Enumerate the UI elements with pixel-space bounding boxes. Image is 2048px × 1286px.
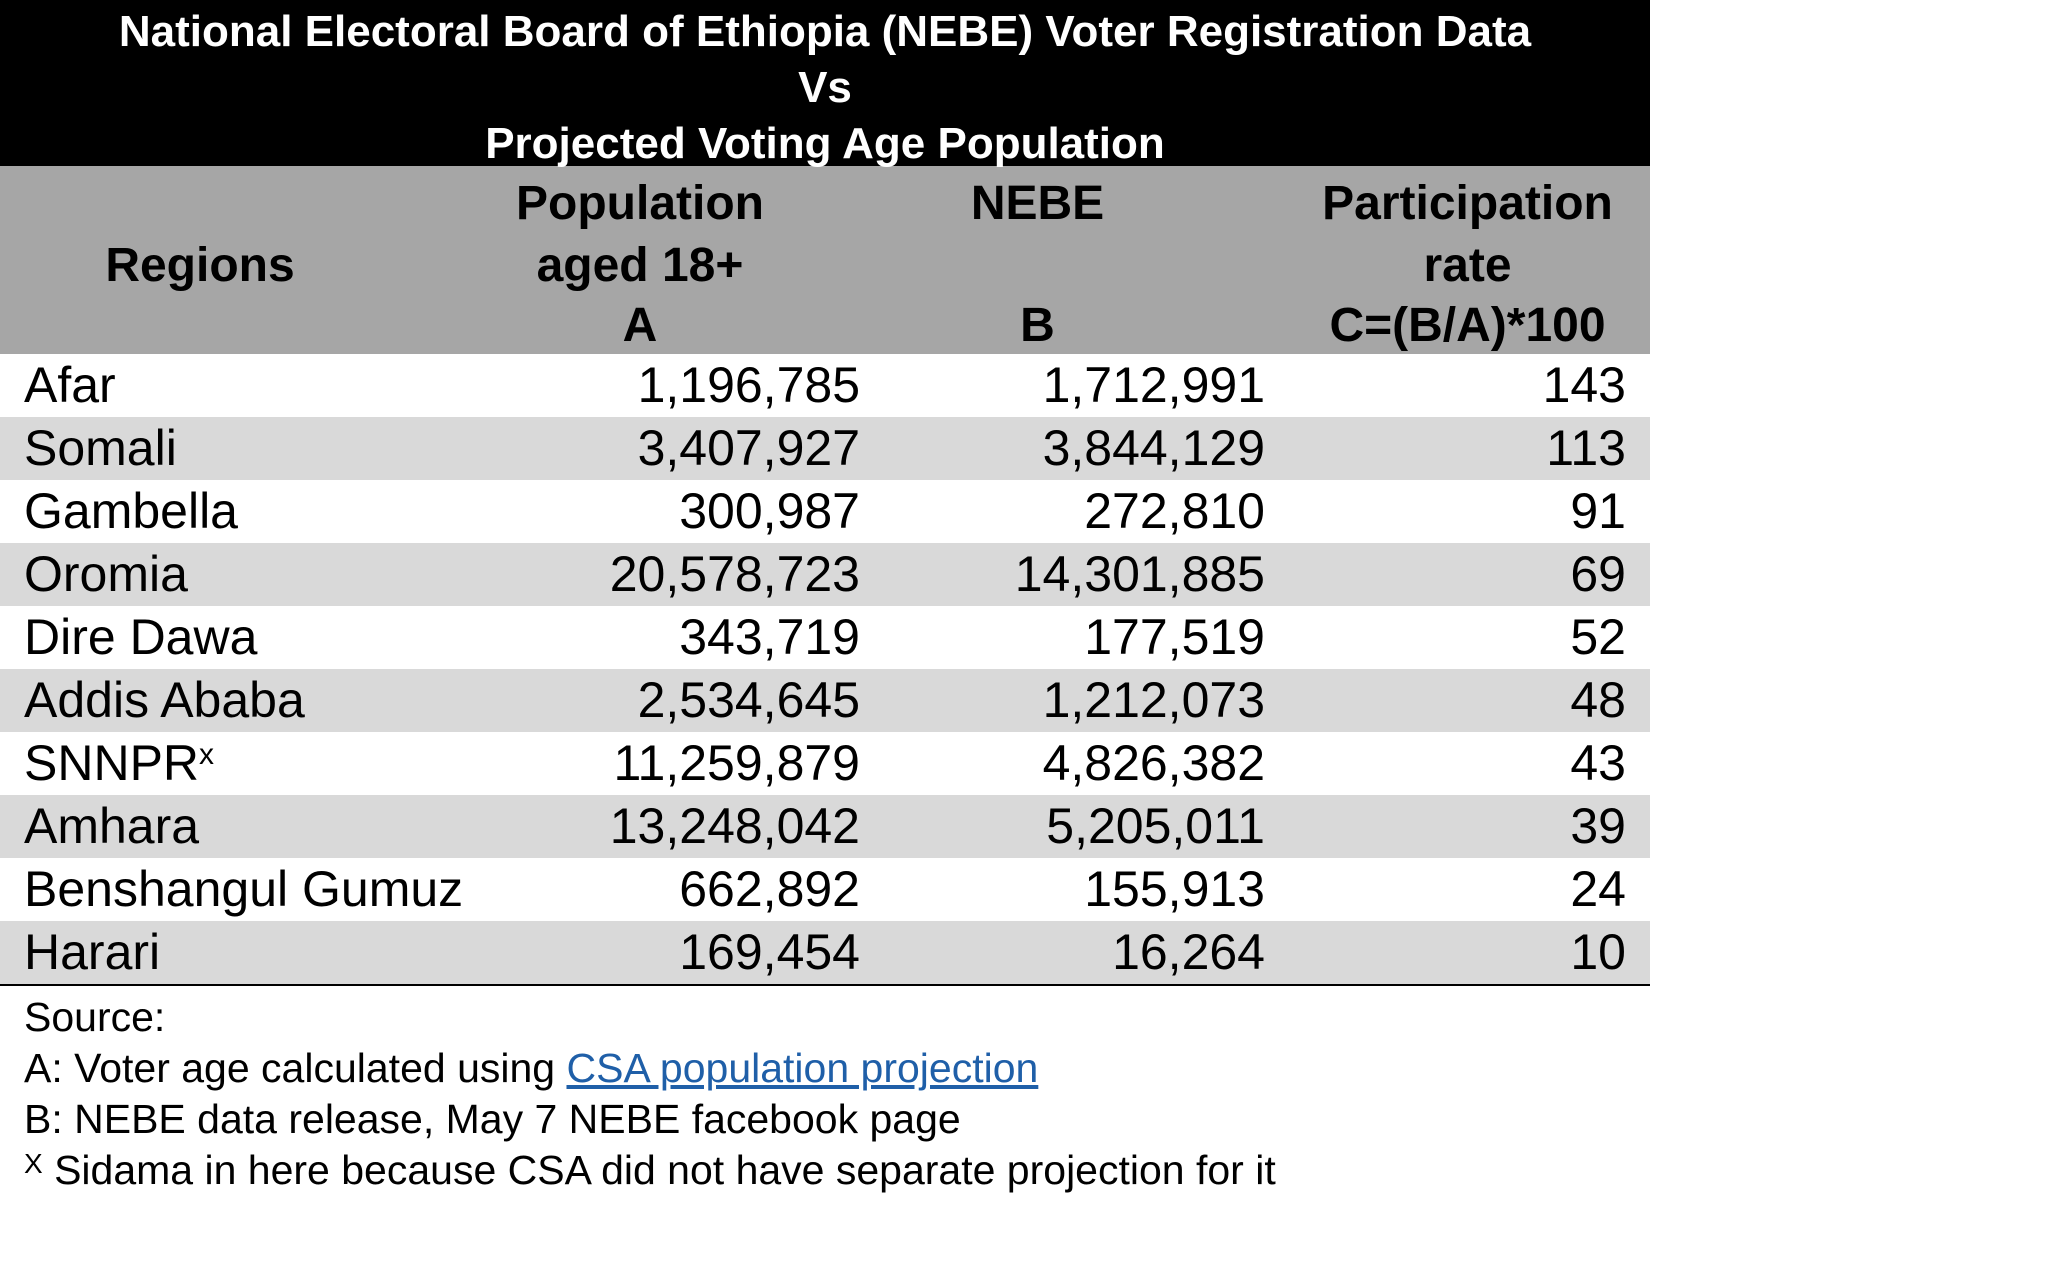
header-population-line1: Population [516,177,764,230]
source-a: A: Voter age calculated using CSA popula… [24,1043,1276,1094]
region-cell: Oromia [0,543,520,606]
region-cell: Afar [0,354,520,417]
footnote-text: Sidama in here because CSA did not have … [42,1147,1276,1193]
region-cell: SNNPRx [0,732,520,795]
header-participation-line1: Participation [1322,177,1613,230]
registration-table: Regions Population aged 18+ A NEBE B [0,166,1650,986]
region-cell: Somali [0,417,520,480]
footnote: X Sidama in here because CSA did not hav… [24,1145,1276,1196]
table-row: Amhara 13,248,042 5,205,011 39 [0,795,1650,858]
region-cell: Harari [0,921,520,986]
header-nebe: NEBE B [860,166,1265,354]
source-label: Source: [24,994,166,1040]
region-cell: Dire Dawa [0,606,520,669]
table-row: Somali 3,407,927 3,844,129 113 [0,417,1650,480]
title-line-3: Projected Voting Age Population [485,119,1165,168]
population-cell: 169,454 [520,921,860,986]
rate-cell: 91 [1265,480,1650,543]
population-cell: 20,578,723 [520,543,860,606]
population-cell: 11,259,879 [520,732,860,795]
header-nebe-line3: B [1020,299,1055,352]
nebe-cell: 4,826,382 [860,732,1265,795]
header-regions-label: Regions [105,239,295,292]
nebe-cell: 272,810 [860,480,1265,543]
footnote-x-marker: X [24,1148,43,1180]
table-row: Addis Ababa 2,534,645 1,212,073 48 [0,669,1650,732]
rate-cell: 143 [1265,354,1650,417]
nebe-cell: 5,205,011 [860,795,1265,858]
rate-cell: 113 [1265,417,1650,480]
rate-cell: 43 [1265,732,1650,795]
header-population: Population aged 18+ A [516,166,860,354]
table-row: Benshangul Gumuz 662,892 155,913 24 [0,858,1650,921]
table-row: Oromia 20,578,723 14,301,885 69 [0,543,1650,606]
population-cell: 1,196,785 [520,354,860,417]
population-cell: 300,987 [520,480,860,543]
csa-projection-link[interactable]: CSA population projection [566,1045,1039,1091]
header-population-line2: aged 18+ [536,239,744,292]
nebe-cell: 14,301,885 [860,543,1265,606]
source-b: B: NEBE data release, May 7 NEBE faceboo… [24,1096,961,1142]
source-notes: Source: A: Voter age calculated using CS… [24,992,1276,1196]
title-line-2: Vs [798,63,852,112]
region-cell: Addis Ababa [0,669,520,732]
table-row: Gambella 300,987 272,810 91 [0,480,1650,543]
rate-cell: 10 [1265,921,1650,986]
region-cell: Amhara [0,795,520,858]
header-nebe-line1: NEBE [970,177,1105,230]
population-cell: 2,534,645 [520,669,860,732]
table-row: SNNPRx 11,259,879 4,826,382 43 [0,732,1650,795]
rate-cell: 48 [1265,669,1650,732]
table-header-row: Regions Population aged 18+ A NEBE B [0,166,1650,354]
footnote-marker: x [199,738,215,772]
nebe-cell: 1,712,991 [860,354,1265,417]
nebe-cell: 1,212,073 [860,669,1265,732]
population-cell: 662,892 [520,858,860,921]
title-line-1: National Electoral Board of Ethiopia (NE… [118,7,1532,56]
rate-cell: 52 [1265,606,1650,669]
nebe-cell: 3,844,129 [860,417,1265,480]
source-a-text: A: Voter age calculated using [24,1045,567,1091]
region-cell: Benshangul Gumuz [0,858,520,921]
population-cell: 3,407,927 [520,417,860,480]
rate-cell: 69 [1265,543,1650,606]
table-row: Afar 1,196,785 1,712,991 143 [0,354,1650,417]
nebe-cell: 155,913 [860,858,1265,921]
nebe-cell: 177,519 [860,606,1265,669]
population-cell: 13,248,042 [520,795,860,858]
nebe-cell: 16,264 [860,921,1265,986]
header-participation-line2: rate [1423,239,1512,292]
registration-sheet: National Electoral Board of Ethiopia (NE… [0,0,1650,986]
region-cell: Gambella [0,480,520,543]
rate-cell: 24 [1265,858,1650,921]
population-cell: 343,719 [520,606,860,669]
table-row: Harari 169,454 16,264 10 [0,921,1650,986]
title-banner: National Electoral Board of Ethiopia (NE… [0,0,1650,168]
rate-cell: 39 [1265,795,1650,858]
header-participation: Participation rate C=(B/A)*100 [1265,166,1650,354]
header-population-line3: A [622,299,658,352]
table-row: Dire Dawa 343,719 177,519 52 [0,606,1650,669]
header-participation-line3: C=(B/A)*100 [1329,299,1606,352]
header-regions: Regions [0,166,520,354]
